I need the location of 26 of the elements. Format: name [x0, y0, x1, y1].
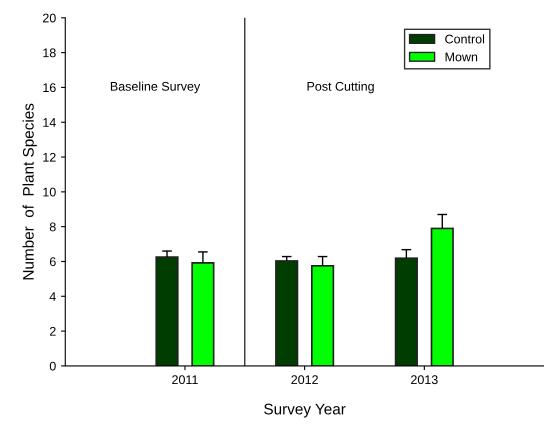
x-tick-label: 2013 — [411, 375, 438, 384]
legend-label: Mown — [446, 52, 478, 62]
y-tick-label: 18 — [43, 48, 56, 58]
legend-label: Control — [445, 34, 484, 44]
y-tick-label: 16 — [43, 83, 56, 92]
y-tick-label: 8 — [50, 222, 56, 232]
bar — [155, 256, 179, 366]
x-tick-label: 2012 — [291, 375, 318, 384]
bar — [275, 260, 298, 366]
y-tick-label: 6 — [50, 257, 56, 266]
bar — [430, 228, 454, 366]
bar — [394, 257, 418, 366]
y-tick-label: 10 — [43, 188, 56, 197]
bar — [310, 264, 334, 366]
y-tick-label: 2 — [50, 326, 56, 336]
annotation: Post Cutting — [308, 82, 374, 94]
y-tick-label: 4 — [50, 292, 56, 301]
x-axis-title: Survey Year — [264, 404, 346, 418]
y-axis-title: Number of Plant Species — [22, 104, 37, 280]
bar — [191, 262, 215, 366]
y-tick-label: 12 — [43, 152, 56, 162]
y-tick-label: 14 — [43, 118, 56, 127]
y-tick-label: 0 — [50, 362, 56, 371]
annotation: Baseline Survey — [110, 82, 200, 94]
x-tick-label: 2011 — [172, 375, 198, 384]
y-tick-label: 20 — [42, 14, 56, 22]
